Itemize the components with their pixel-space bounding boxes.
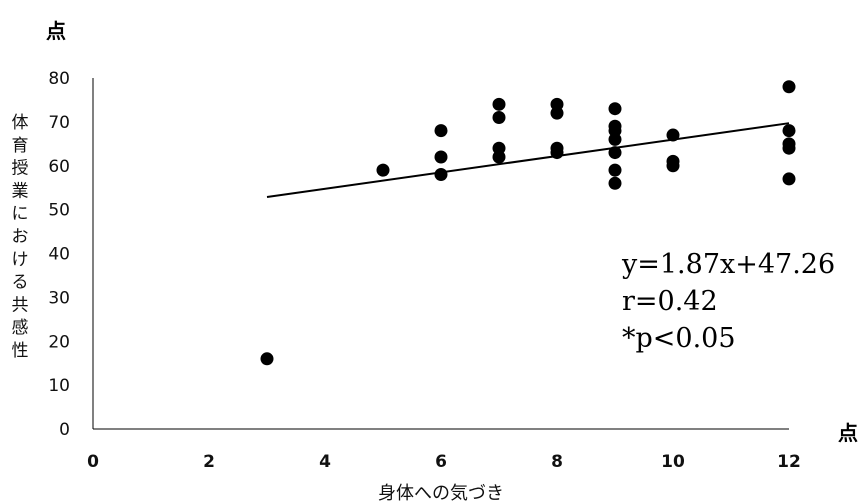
y-unit-label: 点 bbox=[46, 19, 66, 43]
y-axis-title-char: け bbox=[12, 250, 29, 270]
x-tick-label: 2 bbox=[203, 452, 215, 472]
regression-annotations: y=1.87x+47.26 r=0.42 *p<0.05 bbox=[621, 249, 835, 354]
y-tick-label: 30 bbox=[48, 288, 70, 308]
data-point bbox=[609, 133, 622, 146]
x-tick-label: 6 bbox=[435, 452, 447, 472]
x-tick-labels: 0 2 4 6 8 10 12 bbox=[87, 452, 801, 472]
y-tick-label: 20 bbox=[48, 332, 70, 352]
data-point bbox=[609, 146, 622, 159]
data-point bbox=[435, 124, 448, 137]
x-axis-title: 身体への気づき bbox=[378, 483, 504, 504]
data-point bbox=[667, 159, 680, 172]
trendline bbox=[267, 123, 789, 197]
data-point bbox=[493, 111, 506, 124]
x-tick-label: 8 bbox=[551, 452, 563, 472]
data-point bbox=[551, 146, 564, 159]
data-point bbox=[783, 172, 796, 185]
y-axis-title-char: 感 bbox=[12, 318, 29, 338]
data-point bbox=[377, 164, 390, 177]
y-tick-label: 40 bbox=[48, 245, 70, 265]
data-point bbox=[783, 124, 796, 137]
y-axis-title-char: お bbox=[12, 227, 29, 247]
y-axis-title-char: る bbox=[12, 273, 29, 293]
x-tick-label: 10 bbox=[661, 452, 685, 472]
y-axis-title-char: 性 bbox=[12, 341, 29, 361]
x-unit-label: 点 bbox=[838, 421, 858, 445]
trendline-group bbox=[267, 123, 789, 197]
data-point bbox=[551, 107, 564, 120]
data-point bbox=[609, 164, 622, 177]
y-axis-title-char: 体 bbox=[12, 113, 29, 133]
data-point bbox=[609, 102, 622, 115]
data-point bbox=[493, 150, 506, 163]
y-tick-label: 0 bbox=[59, 420, 70, 440]
annotation-text: r=0.42 bbox=[622, 286, 718, 317]
y-axis-title-char: 共 bbox=[12, 295, 29, 315]
data-point bbox=[783, 142, 796, 155]
y-tick-label: 60 bbox=[48, 157, 70, 177]
y-axis-title-char: 業 bbox=[12, 181, 29, 201]
y-tick-label: 80 bbox=[48, 69, 70, 89]
x-tick-label: 4 bbox=[319, 452, 331, 472]
y-axis-title-char: に bbox=[12, 204, 29, 224]
data-point bbox=[667, 129, 680, 142]
y-tick-label: 50 bbox=[48, 201, 70, 221]
y-tick-label: 70 bbox=[48, 113, 70, 133]
data-point bbox=[609, 177, 622, 190]
x-tick-label: 0 bbox=[87, 452, 99, 472]
data-point bbox=[435, 168, 448, 181]
y-tick-label: 10 bbox=[48, 376, 70, 396]
x-tick-label: 12 bbox=[777, 452, 801, 472]
data-point bbox=[783, 80, 796, 93]
data-point bbox=[261, 352, 274, 365]
annotation-text: *p<0.05 bbox=[622, 323, 736, 354]
annotation-text: y=1.87x+47.26 bbox=[621, 249, 835, 280]
data-point bbox=[493, 98, 506, 111]
data-point bbox=[435, 150, 448, 163]
y-axis-title-char: 育 bbox=[12, 136, 29, 156]
y-tick-labels: 0 10 20 30 40 50 60 70 80 bbox=[48, 69, 70, 440]
y-axis-title-char: 授 bbox=[12, 159, 29, 179]
